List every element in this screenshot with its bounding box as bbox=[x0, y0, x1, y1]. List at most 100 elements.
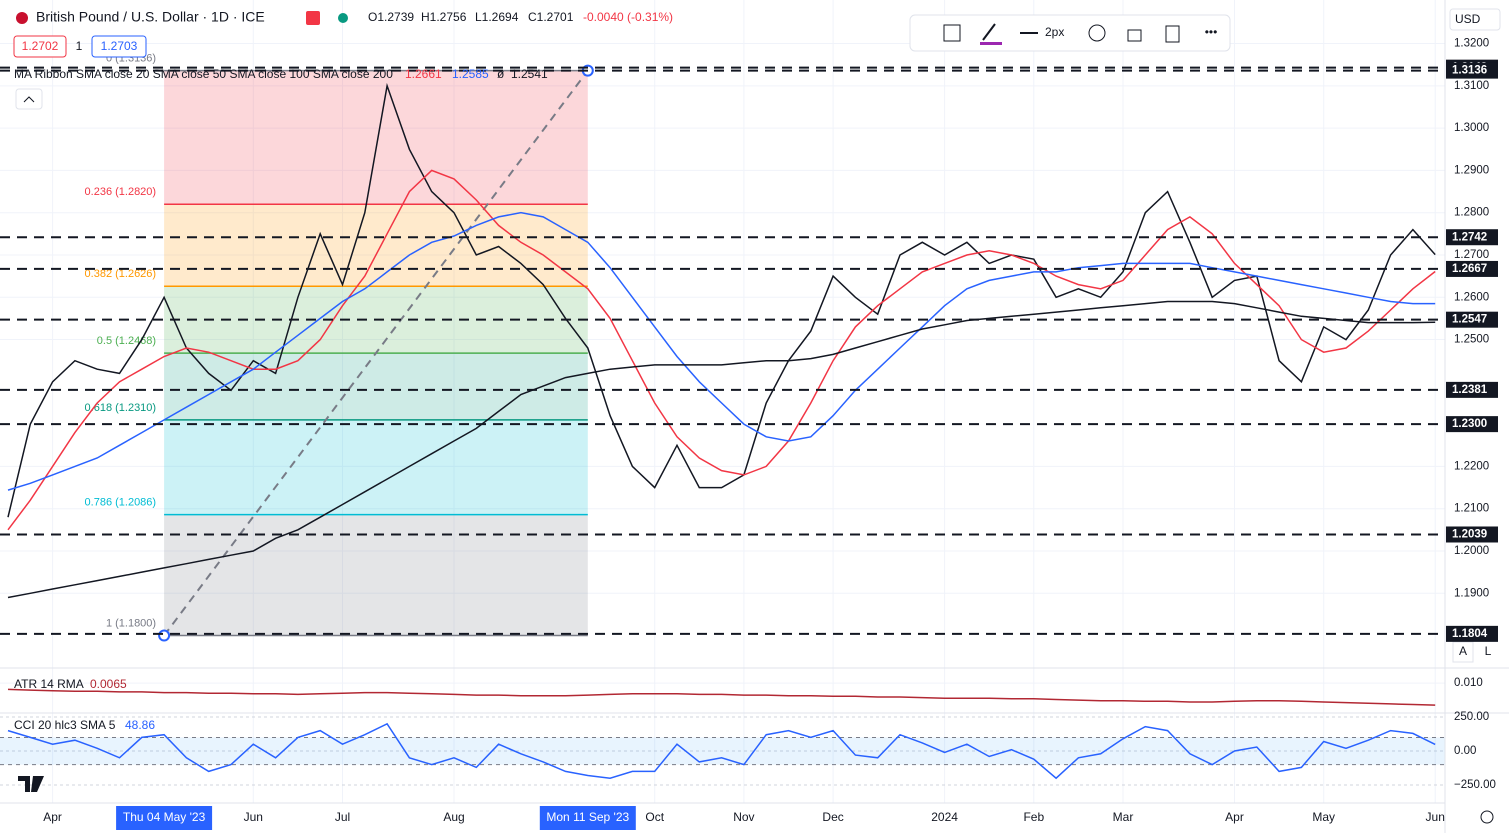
x-tick-label: May bbox=[1312, 810, 1335, 824]
cci-title: CCI 20 hlc3 SMA 5 bbox=[14, 718, 116, 732]
ma-value: 1.2541 bbox=[511, 67, 548, 81]
cci-value: 48.86 bbox=[125, 718, 155, 732]
settings-gear[interactable] bbox=[1480, 810, 1494, 824]
atr-value: 0.0065 bbox=[90, 677, 127, 691]
lock-icon[interactable] bbox=[1127, 29, 1142, 42]
series-line bbox=[7, 688, 1436, 706]
fib-label: 0.618 (1.2310) bbox=[85, 402, 157, 414]
y-tick-label: 1.2700 bbox=[1454, 249, 1489, 261]
fib-zone bbox=[164, 514, 588, 636]
stroke-width[interactable]: 2px bbox=[1045, 25, 1064, 39]
atr-title: ATR 14 RMA bbox=[14, 677, 84, 691]
y-tick-label: 1.2200 bbox=[1454, 460, 1489, 472]
price-label-box bbox=[1446, 526, 1498, 543]
price-label: 1.2381 bbox=[1452, 384, 1488, 396]
y-tick-label: 0.010 bbox=[1454, 677, 1483, 689]
currency-button[interactable] bbox=[1449, 8, 1501, 31]
ohlc-change: -0.0040 (-0.31%) bbox=[583, 10, 673, 24]
price-label-box bbox=[1446, 381, 1498, 398]
fib-zone bbox=[164, 419, 588, 515]
price-label: 1.2667 bbox=[1452, 263, 1487, 275]
cci-band bbox=[0, 737, 1445, 765]
trash-icon[interactable] bbox=[1165, 25, 1180, 43]
series-line bbox=[7, 300, 1436, 599]
auto-label[interactable]: A bbox=[1459, 644, 1467, 658]
price-label-box bbox=[1446, 260, 1498, 277]
ma-value: 1.2661 bbox=[405, 67, 442, 81]
price-label-box bbox=[1446, 416, 1498, 433]
price-label: 1.2742 bbox=[1452, 231, 1487, 243]
price-label: 1.3136 bbox=[1452, 65, 1487, 77]
series-line bbox=[7, 169, 1436, 531]
fib-label: 1 (1.1800) bbox=[106, 617, 156, 629]
y-tick-label: 1.3000 bbox=[1454, 122, 1489, 134]
ma-legend[interactable]: MA Ribbon SMA close 20 SMA close 50 SMA … bbox=[14, 67, 393, 81]
logo[interactable] bbox=[18, 776, 44, 792]
x-tick-label: Mon 11 Sep '23 bbox=[546, 810, 629, 824]
buy-price: 1.2703 bbox=[101, 39, 138, 53]
fib-label: 0.382 (1.2626) bbox=[85, 268, 157, 280]
ohlc-high: H1.2756 bbox=[421, 10, 467, 24]
fib-zone bbox=[164, 204, 588, 287]
fib-zone bbox=[164, 70, 588, 205]
sell-price: 1.2702 bbox=[22, 39, 59, 53]
fib-trend bbox=[163, 70, 589, 637]
sell-button[interactable] bbox=[13, 35, 67, 58]
price-label: 1.2039 bbox=[1452, 529, 1487, 541]
series-line bbox=[7, 722, 1436, 780]
y-tick-label: −250.00 bbox=[1454, 779, 1496, 791]
price-label-box bbox=[1446, 311, 1498, 328]
pen-icon[interactable] bbox=[982, 23, 996, 41]
quantity[interactable]: 1 bbox=[76, 39, 83, 53]
series-line bbox=[7, 211, 1436, 491]
y-tick-label: 1.3200 bbox=[1454, 38, 1489, 50]
ma-value: ø bbox=[497, 67, 505, 81]
x-tick-label: 2024 bbox=[931, 810, 958, 824]
price-label-box bbox=[1446, 229, 1498, 246]
plot: 0 (1.3136)0.236 (1.2820)0.382 (1.2626)0.… bbox=[0, 53, 1445, 780]
x-tick-label: Dec bbox=[822, 810, 843, 824]
time-axis bbox=[0, 803, 1445, 833]
x-tick-label: Aug bbox=[443, 810, 464, 824]
y-tick-label: 1.2100 bbox=[1454, 503, 1489, 515]
y-tick-label: 1.3100 bbox=[1454, 80, 1489, 92]
symbol[interactable]: British Pound / U.S. Dollar · 1D · ICE bbox=[36, 9, 265, 25]
x-tick-label: Thu 04 May '23 bbox=[123, 810, 206, 824]
highlight-box bbox=[539, 806, 636, 830]
x-tick-label: Nov bbox=[733, 810, 754, 824]
color-swatch bbox=[980, 42, 1002, 45]
currency[interactable]: USD bbox=[1455, 12, 1481, 26]
x-tick-label: Jun bbox=[1426, 810, 1445, 824]
ohlc-low: L1.2694 bbox=[475, 10, 519, 24]
settings-icon[interactable] bbox=[1088, 24, 1106, 42]
x-tick-label: Apr bbox=[1225, 810, 1244, 824]
y-tick-label: 1.2600 bbox=[1454, 291, 1489, 303]
collapse-button[interactable] bbox=[15, 88, 43, 110]
more-icon[interactable]: ••• bbox=[1205, 25, 1218, 39]
fib-label: 0.786 (1.2086) bbox=[85, 497, 157, 509]
y-tick-label: 1.2500 bbox=[1454, 334, 1489, 346]
auto-button[interactable] bbox=[1452, 641, 1474, 663]
highlight-box bbox=[116, 806, 213, 830]
y-tick-label: 1.2800 bbox=[1454, 207, 1489, 219]
status-dot bbox=[338, 13, 348, 23]
ohlc-open: O1.2739 bbox=[368, 10, 414, 24]
collapse-icon bbox=[23, 96, 35, 103]
buy-button[interactable] bbox=[91, 35, 147, 58]
price-label: 1.1804 bbox=[1452, 628, 1488, 640]
fib-label: 0.236 (1.2820) bbox=[85, 186, 157, 198]
y-tick-label: 1.2000 bbox=[1454, 545, 1489, 557]
flag-icon bbox=[16, 12, 28, 24]
drawing-toolbar bbox=[909, 14, 1231, 52]
tool-icon[interactable] bbox=[943, 24, 961, 42]
x-tick-label: Mar bbox=[1113, 810, 1134, 824]
x-tick-label: Feb bbox=[1023, 810, 1044, 824]
log-label[interactable]: L bbox=[1485, 644, 1492, 658]
ma-value: 1.2585 bbox=[452, 67, 489, 81]
x-tick-label: Jul bbox=[335, 810, 350, 824]
x-tick-label: Jun bbox=[244, 810, 263, 824]
flag-button[interactable] bbox=[306, 11, 320, 25]
